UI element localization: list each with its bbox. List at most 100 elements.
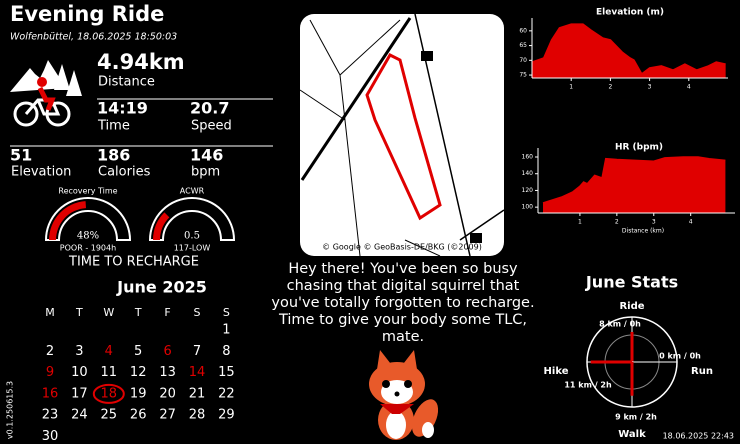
gauge-name: Recovery Time (58, 187, 117, 196)
stat-value: 20.7 (190, 99, 229, 118)
x-tick-label: 2 (608, 84, 612, 91)
x-tick-label: 4 (687, 84, 691, 91)
y-tick-label: 65 (519, 42, 527, 49)
subtitle: Wolfenbüttel, 18.06.2025 18:50:03 (10, 32, 177, 43)
gauge-value: 48% (77, 231, 99, 242)
x-tick-label: 3 (648, 84, 652, 91)
calendar-day: 16 (42, 386, 59, 401)
calendar-day: 17 (71, 386, 88, 401)
version: v0.1.250615.3 (6, 381, 15, 439)
calendar-day: 8 (222, 344, 230, 359)
calendar-day: 22 (218, 386, 235, 401)
x-tick-label: 3 (652, 219, 656, 226)
ride-icon (10, 60, 82, 127)
radar-value-label: 8 km / 0h (599, 320, 641, 329)
gauge-status: 117-LOW (174, 244, 211, 253)
map: © Google © GeoBasis-DE/BKG (©2009) (299, 13, 505, 257)
area-fill (543, 157, 726, 213)
chart-title: HR (bpm) (615, 143, 663, 153)
gauge-title: TIME TO RECHARGE (68, 255, 199, 270)
calendar-day: 29 (218, 408, 235, 423)
calendar-day: 25 (101, 408, 118, 423)
calendar-day: 6 (163, 344, 171, 359)
stat-label: Calories (98, 165, 151, 180)
fox-mascot (369, 350, 439, 440)
weekday: T (75, 306, 83, 319)
calendar-day: 5 (134, 344, 142, 359)
title: Evening Ride (10, 2, 164, 26)
calendar-day: 26 (130, 408, 147, 423)
weekday: F (164, 306, 170, 319)
calendar-day: 11 (101, 365, 118, 380)
calendar-day: 1 (222, 323, 230, 338)
gauge-track (148, 197, 236, 241)
radar-category: Ride (619, 301, 644, 312)
radar-category: Hike (544, 366, 569, 377)
radar-category: Walk (618, 429, 646, 440)
calendar-day: 4 (105, 344, 113, 359)
calendar-day: 15 (218, 365, 235, 380)
area-line (531, 23, 726, 75)
gauge-name: ACWR (180, 187, 205, 196)
calendar-day: 23 (42, 408, 59, 423)
weekday: T (134, 306, 142, 319)
gauge-value: 0.5 (184, 231, 200, 242)
map-attribution: © Google © GeoBasis-DE/BKG (©2009) (322, 243, 482, 252)
calendar-day: 10 (71, 365, 88, 380)
radar-category: Run (691, 366, 713, 377)
weekday: M (45, 306, 55, 319)
stat-value: 51 (10, 146, 32, 165)
stat-value: 4.94km (97, 50, 185, 74)
x-tick-label: 1 (569, 84, 573, 91)
y-tick-label: 75 (519, 72, 527, 79)
stat-label: bpm (191, 165, 220, 180)
weekday: W (103, 306, 114, 319)
calendar-day: 7 (193, 344, 201, 359)
calendar-day: 14 (189, 365, 206, 380)
stat-label: Elevation (11, 165, 71, 180)
x-tick-label: 2 (615, 219, 619, 226)
calendar-day: 28 (189, 408, 206, 423)
calendar-day: 18 (101, 386, 118, 401)
today-marker (92, 383, 125, 404)
x-tick-label: 1 (578, 219, 582, 226)
x-axis-label: Distance (km) (622, 228, 664, 235)
y-tick-label: 70 (519, 57, 527, 64)
area-line (542, 156, 726, 204)
y-tick-label: 100 (522, 204, 534, 211)
calendar-day: 30 (42, 429, 59, 444)
weekday: S (194, 306, 201, 319)
calendar-day: 12 (130, 365, 147, 380)
radar-value-label: 9 km / 2h (615, 413, 657, 422)
calendar-day: 19 (130, 386, 147, 401)
calendar-day: 21 (189, 386, 206, 401)
stat-value: 146 (190, 146, 223, 165)
y-tick-label: 140 (522, 170, 534, 177)
gauge-fill (49, 201, 86, 240)
y-tick-label: 60 (519, 27, 527, 34)
calendar-day: 2 (46, 344, 54, 359)
gauge-status: POOR - 1904h (60, 244, 116, 253)
chart-title: Elevation (m) (596, 8, 664, 18)
radar-value-label: 0 km / 0h (659, 352, 701, 361)
calendar-day: 3 (75, 344, 83, 359)
calendar-day: 20 (159, 386, 176, 401)
radar-value-label: 11 km / 2h (564, 381, 612, 390)
stat-label: Time (97, 119, 130, 134)
calendar-day: 13 (159, 365, 176, 380)
calendar-day: 27 (159, 408, 176, 423)
weekday: S (223, 306, 230, 319)
stat-value: 186 (97, 146, 130, 165)
stat-value: 14:19 (97, 99, 148, 118)
calendar-title: June 2025 (116, 278, 207, 297)
stat-label: Distance (98, 75, 155, 90)
chart-title: June Stats (585, 273, 678, 292)
message: Hey there! You've been so busy chasing t… (271, 261, 535, 345)
area-fill (532, 24, 726, 79)
calendar-day: 24 (71, 408, 88, 423)
stat-label: Speed (191, 119, 232, 134)
gauge-fill (153, 212, 170, 240)
y-tick-label: 160 (522, 154, 534, 161)
